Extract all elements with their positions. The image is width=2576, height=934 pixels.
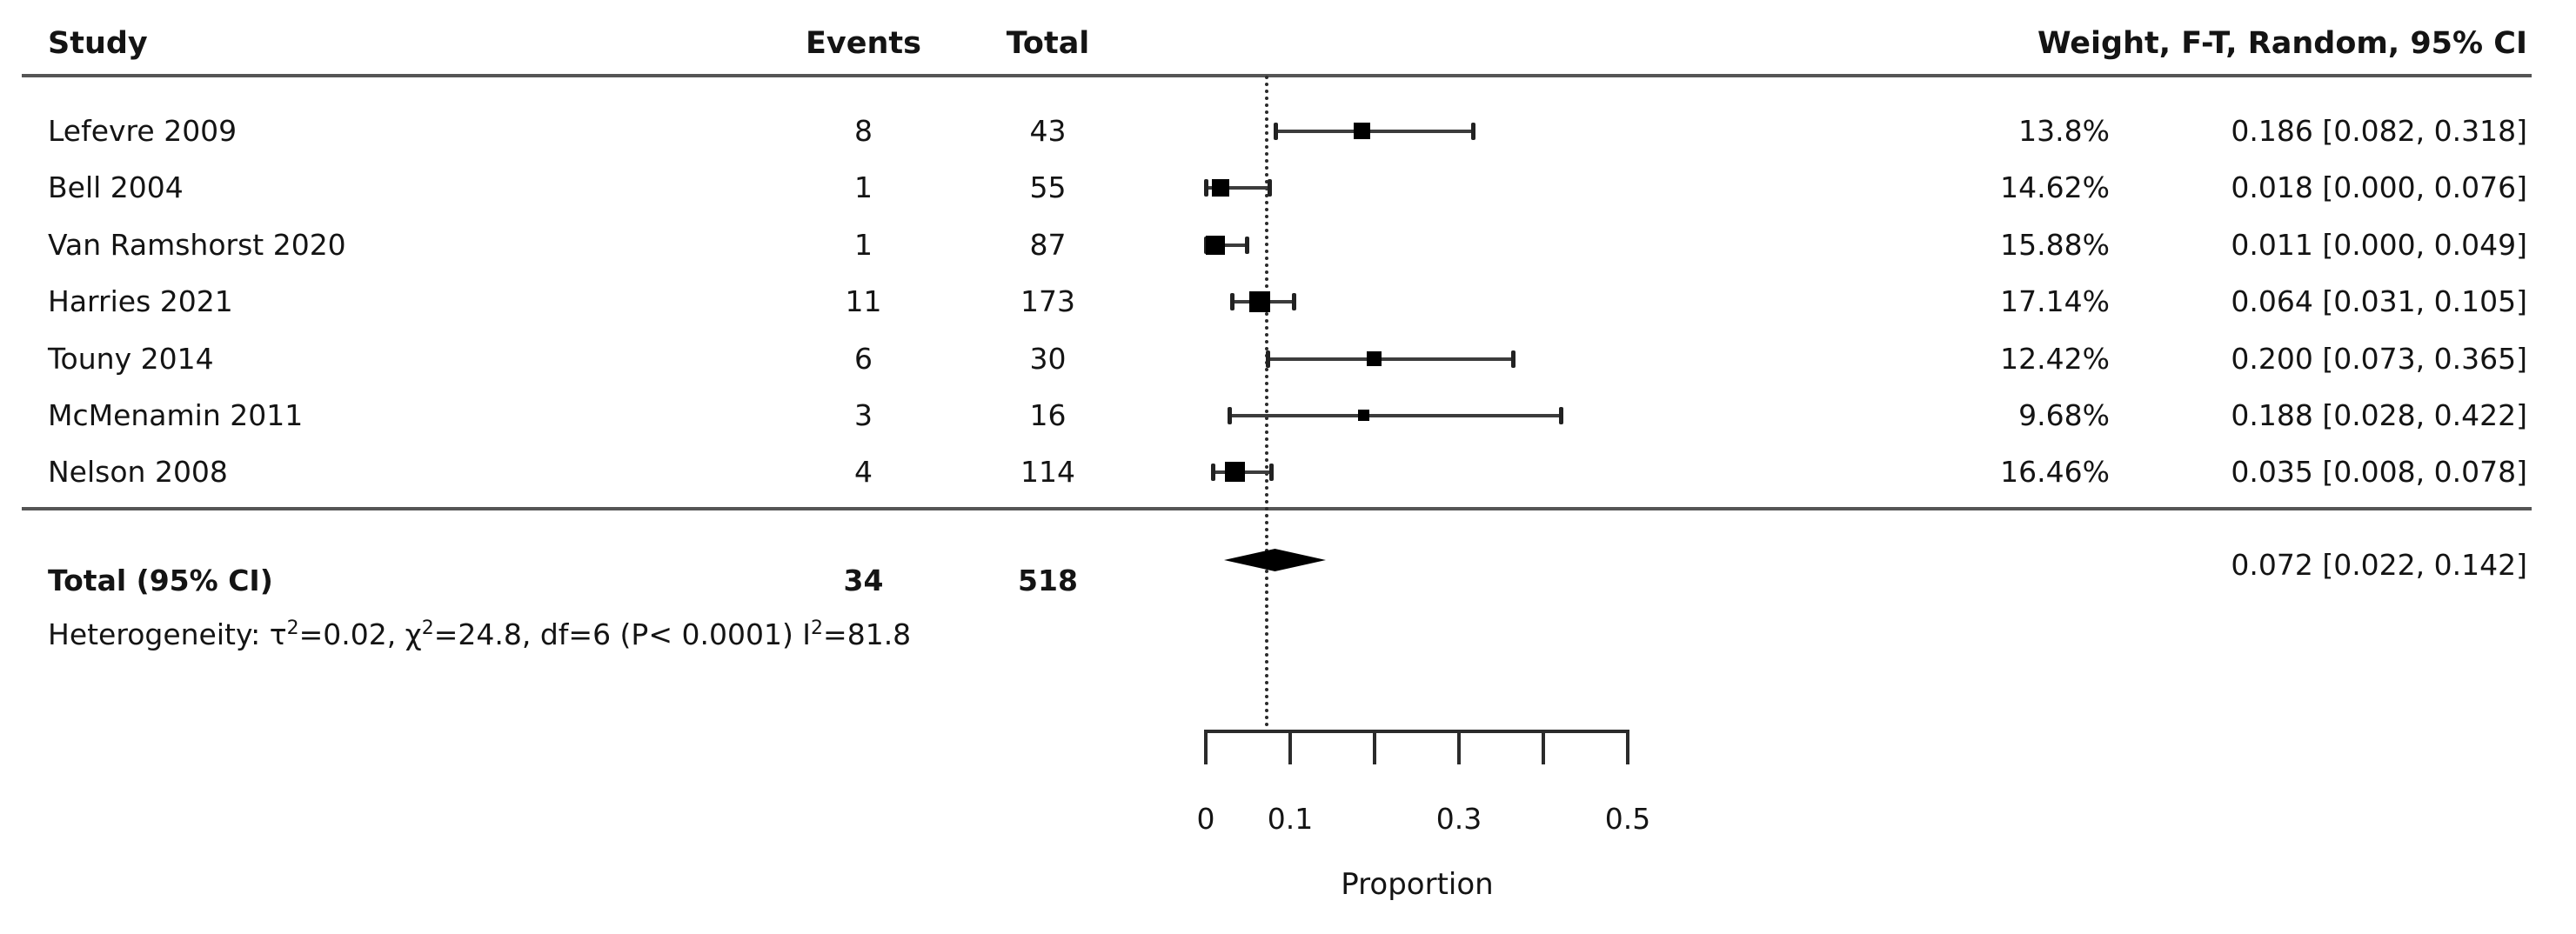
ci-value: 0.186 [0.082, 0.318] xyxy=(2231,114,2527,148)
effect-estimate-marker xyxy=(1249,291,1270,312)
total-value: 87 xyxy=(1029,228,1067,262)
weight-value: 9.68% xyxy=(2018,398,2110,432)
total-total-value: 518 xyxy=(1018,564,1078,597)
effect-estimate-marker xyxy=(1354,123,1370,139)
study-label: McMenamin 2011 xyxy=(48,398,304,432)
total-value: 114 xyxy=(1020,455,1075,489)
study-label: Van Ramshorst 2020 xyxy=(48,228,346,262)
heterogeneity-superscript: 2 xyxy=(421,617,434,639)
ci-cap-right xyxy=(1559,407,1563,424)
study-label: Touny 2014 xyxy=(48,342,214,376)
effect-estimate-marker xyxy=(1358,410,1369,421)
x-axis-tick xyxy=(1626,730,1629,764)
x-axis-tick xyxy=(1204,730,1208,764)
ci-cap-left xyxy=(1266,350,1270,368)
ci-line xyxy=(1229,414,1562,417)
effect-estimate-marker xyxy=(1367,351,1382,366)
x-axis-tick xyxy=(1288,730,1292,764)
study-label: Bell 2004 xyxy=(48,170,184,204)
heterogeneity-segment: =81.8 xyxy=(823,617,912,651)
events-value: 6 xyxy=(854,342,873,376)
x-axis-tick xyxy=(1542,730,1545,764)
effect-estimate-marker xyxy=(1225,462,1245,482)
events-value: 1 xyxy=(854,170,873,204)
ci-value: 0.188 [0.028, 0.422] xyxy=(2231,398,2527,432)
weight-value: 15.88% xyxy=(2000,228,2110,262)
column-header-weight-ci: Weight, F-T, Random, 95% CI xyxy=(2037,26,2527,61)
x-axis-tick xyxy=(1373,730,1376,764)
ci-cap-right xyxy=(1511,350,1515,368)
total-value: 55 xyxy=(1029,170,1067,204)
total-rule xyxy=(22,507,2532,510)
weight-value: 17.14% xyxy=(2000,284,2110,318)
total-value: 16 xyxy=(1029,398,1067,432)
column-header-total: Total xyxy=(1006,26,1090,61)
column-header-events: Events xyxy=(806,26,921,61)
x-axis-tick xyxy=(1457,730,1461,764)
heterogeneity-segment: =24.8, df=6 (P< 0.0001) I xyxy=(433,617,812,651)
ci-value: 0.200 [0.073, 0.365] xyxy=(2231,342,2527,376)
column-header-study: Study xyxy=(48,26,148,61)
study-label: Lefevre 2009 xyxy=(48,114,238,148)
ci-cap-left xyxy=(1274,123,1278,140)
effect-estimate-marker xyxy=(1206,236,1225,255)
study-label: Nelson 2008 xyxy=(48,455,228,489)
ci-line xyxy=(1206,186,1270,190)
ci-line xyxy=(1268,357,1514,361)
ci-cap-left xyxy=(1211,464,1215,481)
ci-cap-left xyxy=(1230,293,1234,310)
x-axis-tick-label: 0.5 xyxy=(1604,802,1651,836)
ci-value: 0.064 [0.031, 0.105] xyxy=(2231,284,2527,318)
ci-cap-left xyxy=(1204,179,1208,197)
x-axis-line xyxy=(1204,730,1629,733)
total-value: 173 xyxy=(1020,284,1075,318)
weight-value: 13.8% xyxy=(2018,114,2110,148)
heterogeneity-segment: =0.02, χ xyxy=(298,617,422,651)
weight-value: 12.42% xyxy=(2000,342,2110,376)
events-value: 8 xyxy=(854,114,873,148)
total-value: 43 xyxy=(1029,114,1067,148)
total-events-value: 34 xyxy=(843,564,884,597)
ci-value: 0.035 [0.008, 0.078] xyxy=(2231,455,2527,489)
events-value: 4 xyxy=(854,455,873,489)
ci-cap-right xyxy=(1269,464,1274,481)
ci-cap-right xyxy=(1471,123,1475,140)
ci-cap-left xyxy=(1228,407,1232,424)
events-value: 3 xyxy=(854,398,873,432)
heterogeneity-superscript: 2 xyxy=(811,617,824,639)
x-axis-tick-label: 0.1 xyxy=(1267,802,1314,836)
ci-line xyxy=(1206,244,1248,247)
ci-line xyxy=(1275,130,1474,133)
x-axis-tick-label: 0 xyxy=(1196,802,1215,836)
x-axis-tick-label: 0.3 xyxy=(1435,802,1482,836)
heterogeneity-text: Heterogeneity: τ2=0.02, χ2=24.8, df=6 (P… xyxy=(48,615,1179,655)
x-axis-title: Proportion xyxy=(1341,867,1494,902)
ci-cap-right xyxy=(1292,293,1296,310)
pooled-diamond-marker xyxy=(1224,549,1326,571)
total-ci-value: 0.072 [0.022, 0.142] xyxy=(2231,548,2527,582)
header-rule xyxy=(22,74,2532,77)
ci-value: 0.018 [0.000, 0.076] xyxy=(2231,170,2527,204)
total-value: 30 xyxy=(1029,342,1067,376)
events-value: 11 xyxy=(845,284,882,318)
ci-cap-right xyxy=(1245,237,1249,254)
heterogeneity-superscript: 2 xyxy=(286,617,299,639)
ci-cap-right xyxy=(1268,179,1272,197)
effect-estimate-marker xyxy=(1212,179,1229,197)
weight-value: 16.46% xyxy=(2000,455,2110,489)
weight-value: 14.62% xyxy=(2000,170,2110,204)
study-label: Harries 2021 xyxy=(48,284,233,318)
pooled-reference-dotted-line xyxy=(1265,76,1268,734)
events-value: 1 xyxy=(854,228,873,262)
ci-value: 0.011 [0.000, 0.049] xyxy=(2231,228,2527,262)
total-row-label: Total (95% CI) xyxy=(48,564,273,597)
heterogeneity-segment: Heterogeneity: τ xyxy=(48,617,287,651)
